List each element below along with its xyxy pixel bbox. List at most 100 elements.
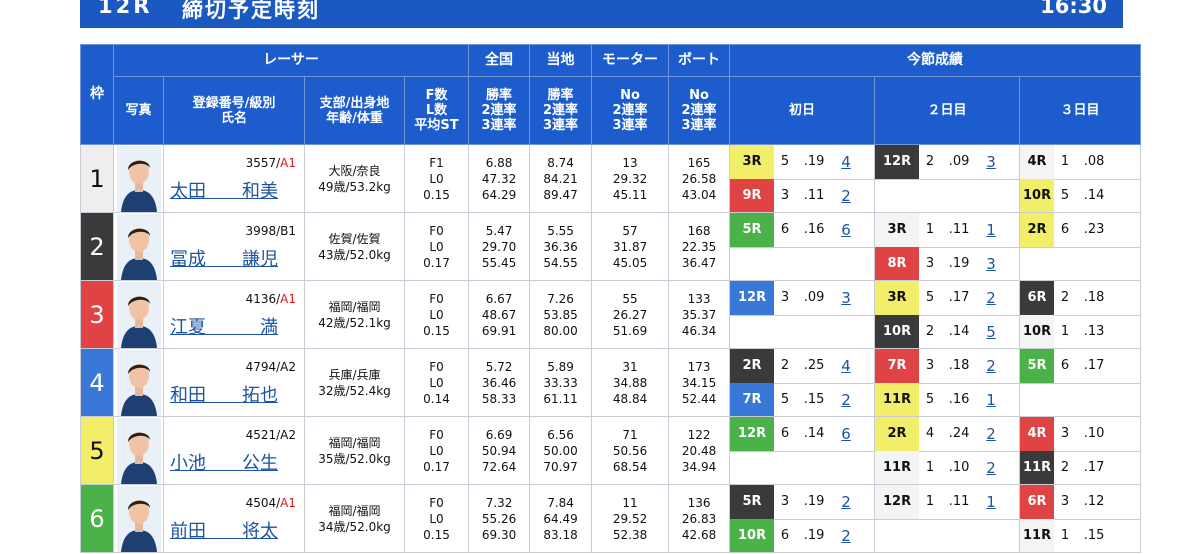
waku-number: 5 — [80, 416, 114, 485]
racer-avatar-icon — [116, 417, 161, 484]
start-timing: .10 — [1083, 426, 1105, 442]
start-timing: .14 — [948, 324, 970, 340]
racer-name-link[interactable]: 江夏 満 — [170, 317, 278, 338]
result-empty — [875, 518, 1019, 552]
racer-photo — [113, 416, 164, 485]
race-result: 5R 3 .19 2 — [730, 485, 874, 519]
finish-link[interactable]: 2 — [841, 186, 851, 205]
day2-results: 2R 4 .24 2 11R 1 .10 2 — [874, 416, 1021, 485]
finish-link[interactable]: 2 — [986, 356, 996, 375]
finish-link[interactable]: 1 — [986, 220, 996, 239]
finish-link[interactable]: 2 — [841, 390, 851, 409]
day1-results: 5R 6 .16 6 — [729, 212, 876, 281]
race-number-badge: 5R — [730, 213, 775, 247]
finish-link[interactable]: 3 — [986, 254, 996, 273]
national-group-header: 全国 — [468, 44, 531, 77]
racer-info: 4136/A1 江夏 満 — [163, 280, 305, 349]
finish-link[interactable]: 1 — [986, 492, 996, 511]
day1-results: 12R 6 .14 6 — [729, 416, 876, 485]
finish-link[interactable]: 3 — [841, 288, 851, 307]
waku-number: 1 — [80, 144, 114, 213]
reg-number: 4521/A2 — [245, 428, 296, 442]
national-stats: 6.88 47.32 64.29 — [468, 144, 531, 213]
racer-name-link[interactable]: 前田 将太 — [170, 521, 278, 542]
motor-group-header: モーター — [591, 44, 670, 77]
national-stats-header: 勝率 2連率 3連率 — [468, 76, 531, 145]
race-number-badge: 2R — [1020, 213, 1055, 247]
race-result: 6R 2 .18 — [1020, 281, 1140, 315]
finish-link[interactable]: 4 — [841, 152, 851, 171]
race-number-badge: 12R — [875, 145, 920, 179]
racer-avatar-icon — [116, 213, 161, 280]
day2-results: 3R 5 .17 2 10R 2 .14 5 — [874, 280, 1021, 349]
fl-st: F0 L0 0.14 — [403, 348, 470, 417]
racer-row: 5 4521/A2 小池 公生 福岡/福岡 35歳/52.0kg F0 L0 0.17 6… — [80, 416, 1142, 485]
finish-link[interactable]: 4 — [841, 356, 851, 375]
finish-link[interactable]: 2 — [986, 424, 996, 443]
course: 1 — [925, 460, 935, 476]
racer-avatar-icon — [116, 145, 161, 212]
race-number-badge: 4R — [1020, 417, 1055, 451]
waku-number: 2 — [80, 212, 114, 281]
day3-results: 4R 1 .08 10R 5 .14 — [1019, 144, 1142, 213]
finish-link[interactable]: 5 — [986, 322, 996, 341]
course: 2 — [1060, 290, 1070, 306]
race-result: 12R 3 .09 3 — [730, 281, 874, 315]
motor-stats: 13 29.32 45.11 — [591, 144, 670, 213]
racer-name-link[interactable]: 冨成 謙児 — [170, 249, 278, 270]
course: 1 — [925, 494, 935, 510]
race-number-badge: 5R — [730, 485, 775, 519]
race-number-badge: 11R — [875, 451, 920, 484]
day2-results: 12R 1 .11 1 — [874, 484, 1021, 553]
finish-link[interactable]: 2 — [986, 288, 996, 307]
waku-number: 4 — [80, 348, 114, 417]
racer-avatar-icon — [116, 349, 161, 416]
course: 4 — [925, 426, 935, 442]
racer-avatar-icon — [116, 281, 161, 348]
boat-stats: 173 34.15 52.44 — [668, 348, 731, 417]
racer-row: 4 4794/A2 和田 拓也 兵庫/兵庫 32歳/52.4kg F0 L0 0.14 5… — [80, 348, 1142, 417]
race-number-badge: 7R — [875, 349, 920, 383]
local-stats: 6.56 50.00 70.97 — [529, 416, 593, 485]
boat-group-header: ボート — [668, 44, 731, 77]
race-number-badge: 11R — [1020, 519, 1055, 552]
local-stats: 5.55 36.36 54.55 — [529, 212, 593, 281]
reg-number: 3557/A1 — [245, 156, 296, 170]
motor-stats: 55 26.27 51.69 — [591, 280, 670, 349]
race-result: 11R 1 .10 2 — [875, 450, 1019, 484]
day1-results: 5R 3 .19 2 10R 6 .19 2 — [729, 484, 876, 553]
branch-age: 福岡/福岡 34歳/52.0kg — [304, 484, 405, 553]
race-number-badge: 4R — [1020, 145, 1055, 179]
finish-link[interactable]: 1 — [986, 390, 996, 409]
local-stats: 7.84 64.49 83.18 — [529, 484, 593, 553]
finish-link[interactable]: 6 — [841, 220, 851, 239]
finish-link[interactable]: 6 — [841, 424, 851, 443]
finish-link[interactable]: 2 — [986, 458, 996, 477]
finish-link[interactable]: 2 — [841, 526, 851, 545]
course: 3 — [780, 290, 790, 306]
day2-results: 3R 1 .11 1 8R 3 .19 3 — [874, 212, 1021, 281]
race-result: 5R 6 .16 6 — [730, 213, 874, 247]
branch-header: 支部/出身地 年齢/体重 — [304, 76, 405, 145]
race-result: 12R 1 .11 1 — [875, 485, 1019, 519]
result-empty — [1020, 246, 1140, 280]
race-number-badge: 12R — [730, 417, 775, 451]
course: 2 — [1060, 460, 1070, 476]
race-number-badge: 3R — [730, 145, 775, 179]
racer-name-link[interactable]: 小池 公生 — [170, 453, 278, 474]
racer-name-link[interactable]: 太田 和美 — [170, 181, 278, 202]
day2-results: 12R 2 .09 3 — [874, 144, 1021, 213]
start-timing: .17 — [948, 290, 970, 306]
race-number-badge: 10R — [875, 315, 920, 348]
race-result: 11R 2 .17 — [1020, 450, 1140, 484]
local-stats-header: 勝率 2連率 3連率 — [529, 76, 593, 145]
racer-name-link[interactable]: 和田 拓也 — [170, 385, 278, 406]
course: 3 — [1060, 494, 1070, 510]
finish-link[interactable]: 3 — [986, 152, 996, 171]
national-stats: 5.47 29.70 55.45 — [468, 212, 531, 281]
finish-link[interactable]: 2 — [841, 492, 851, 511]
branch-age: 佐賀/佐賀 43歳/52.0kg — [304, 212, 405, 281]
motor-stats: 71 50.56 68.54 — [591, 416, 670, 485]
race-number-badge: 9R — [730, 179, 775, 212]
day1-results: 2R 2 .25 4 7R 5 .15 2 — [729, 348, 876, 417]
